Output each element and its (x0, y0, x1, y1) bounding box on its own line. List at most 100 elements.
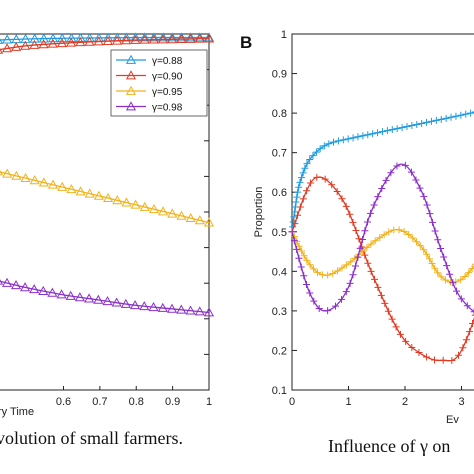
series-marker (129, 300, 141, 310)
series-marker (408, 344, 416, 352)
series-marker (418, 119, 426, 127)
series-marker (358, 243, 366, 251)
series-marker (402, 337, 410, 345)
series-marker (364, 259, 372, 267)
series-marker (427, 117, 435, 125)
series-marker (462, 336, 470, 344)
series-marker (443, 262, 451, 270)
series-marker (29, 175, 40, 185)
series-line-1 (291, 111, 474, 232)
series-marker (395, 226, 403, 234)
series-marker (148, 301, 159, 312)
series-marker (75, 186, 86, 196)
series-marker (295, 183, 303, 191)
series-marker (185, 212, 196, 223)
series-marker (112, 195, 123, 205)
legend-marker (125, 70, 137, 80)
series-marker (383, 127, 391, 135)
series-marker (437, 273, 445, 281)
series-marker (338, 295, 346, 303)
series-marker (102, 296, 113, 306)
series-marker (121, 35, 132, 45)
series-marker (413, 238, 421, 246)
panel-a-x-axis-label: ry Time (0, 406, 34, 418)
series-marker (329, 270, 337, 278)
series-marker (437, 244, 445, 252)
series-marker (299, 195, 307, 203)
series-marker (306, 156, 314, 164)
series-marker (359, 132, 367, 140)
series-marker (288, 228, 296, 236)
series-marker (463, 302, 471, 310)
series-marker (415, 348, 423, 356)
series-marker (428, 260, 436, 268)
series-marker (446, 270, 454, 278)
series-marker (338, 264, 346, 272)
y-tick-label: 0.7 (272, 148, 287, 160)
series-marker (65, 290, 76, 300)
series-marker (299, 169, 307, 177)
panel-a-legend: γ=0.88 γ=0.90 γ=0.95 γ=0.98 (110, 49, 208, 117)
series-marker (355, 235, 363, 243)
series-marker (302, 280, 310, 288)
series-marker (352, 262, 360, 270)
series-marker (409, 234, 417, 242)
series-marker (139, 32, 150, 42)
series-marker (367, 267, 375, 275)
legend-label: γ=0.90 (152, 72, 183, 83)
series-marker (342, 202, 350, 210)
series-marker (303, 187, 311, 195)
series-marker (167, 32, 178, 42)
series-marker (396, 330, 404, 338)
series-marker (334, 137, 342, 145)
series-marker (313, 173, 321, 181)
series-marker (371, 237, 379, 245)
series-marker (388, 315, 396, 323)
series-marker (47, 287, 58, 297)
series-marker (0, 169, 4, 176)
series-marker (342, 261, 350, 269)
series-marker (457, 295, 465, 303)
series-marker (405, 230, 413, 238)
series-marker (38, 39, 49, 49)
series-marker (333, 187, 341, 195)
series-marker (290, 213, 298, 221)
series-marker (472, 263, 474, 265)
caption-left: volution of small farmers. (0, 428, 183, 448)
series-marker (295, 254, 303, 262)
series-marker (130, 34, 141, 44)
series-marker (312, 148, 320, 156)
series-marker (452, 278, 460, 286)
panel-b-y-axis-label: Proportion (253, 187, 265, 238)
series-marker (472, 111, 474, 113)
series-marker (380, 231, 388, 239)
series-marker (461, 272, 469, 280)
series-marker (158, 32, 169, 42)
series-marker (381, 299, 389, 307)
series-marker (346, 210, 354, 218)
panel-a-series (0, 32, 215, 317)
series-marker (20, 40, 31, 50)
series-marker (290, 237, 298, 245)
series-marker (167, 34, 178, 44)
series-line-4 (0, 280, 210, 314)
series-marker (347, 258, 355, 266)
series-marker (363, 244, 371, 252)
series-marker (130, 32, 141, 42)
series-marker (455, 351, 463, 359)
series-marker (367, 209, 375, 217)
series-marker (93, 36, 104, 46)
series-marker (297, 263, 305, 271)
panel-b-letter: B (240, 33, 252, 52)
series-marker (157, 302, 168, 312)
series-line-4 (291, 163, 474, 313)
y-tick-label: 0.4 (272, 266, 287, 278)
series-marker (339, 136, 347, 144)
series-marker (328, 181, 336, 189)
series-marker (303, 160, 311, 168)
series-marker (407, 168, 415, 176)
y-tick-label: 0.2 (272, 345, 287, 357)
series-marker (66, 37, 77, 47)
series-marker (20, 282, 31, 292)
series-marker (103, 192, 114, 203)
